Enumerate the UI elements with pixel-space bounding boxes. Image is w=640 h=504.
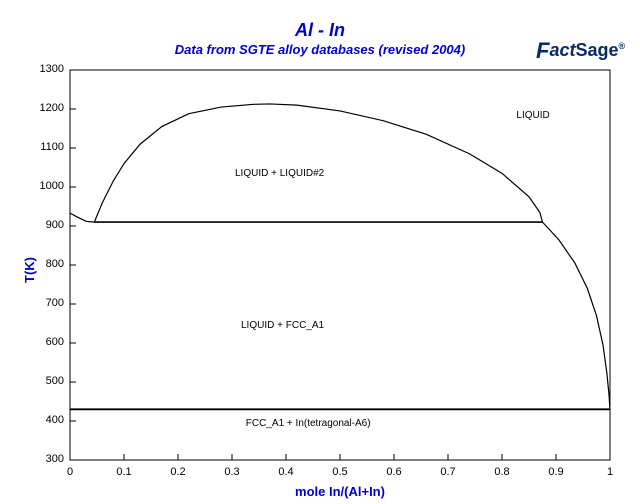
region-label: LIQUID + FCC_A1	[241, 320, 324, 331]
y-tick-label: 1000	[40, 180, 64, 192]
y-tick-label: 1100	[40, 141, 64, 153]
y-axis-label: T(K)	[22, 257, 37, 283]
phase-diagram-chart: Al - In Data from SGTE alloy databases (…	[0, 0, 640, 504]
y-tick-label: 1200	[40, 102, 64, 114]
x-tick-label: 0	[58, 466, 82, 478]
x-tick-label: 0.4	[274, 466, 298, 478]
y-tick-label: 800	[46, 258, 64, 270]
y-tick-label: 700	[46, 297, 64, 309]
x-tick-label: 1	[598, 466, 622, 478]
x-tick-label: 0.7	[436, 466, 460, 478]
y-tick-label: 1300	[40, 63, 64, 75]
x-axis-label: mole In/(Al+In)	[70, 484, 610, 499]
region-label: FCC_A1 + In(tetragonal-A6)	[246, 418, 371, 429]
x-tick-label: 0.6	[382, 466, 406, 478]
x-tick-label: 0.5	[328, 466, 352, 478]
x-tick-label: 0.8	[490, 466, 514, 478]
y-tick-label: 500	[46, 375, 64, 387]
x-tick-label: 0.3	[220, 466, 244, 478]
y-tick-label: 400	[46, 414, 64, 426]
y-tick-label: 300	[46, 453, 64, 465]
region-label: LIQUID + LIQUID#2	[235, 168, 324, 179]
x-tick-label: 0.1	[112, 466, 136, 478]
region-label: LIQUID	[516, 110, 549, 121]
x-tick-label: 0.9	[544, 466, 568, 478]
y-tick-label: 900	[46, 219, 64, 231]
y-tick-label: 600	[46, 336, 64, 348]
x-tick-label: 0.2	[166, 466, 190, 478]
